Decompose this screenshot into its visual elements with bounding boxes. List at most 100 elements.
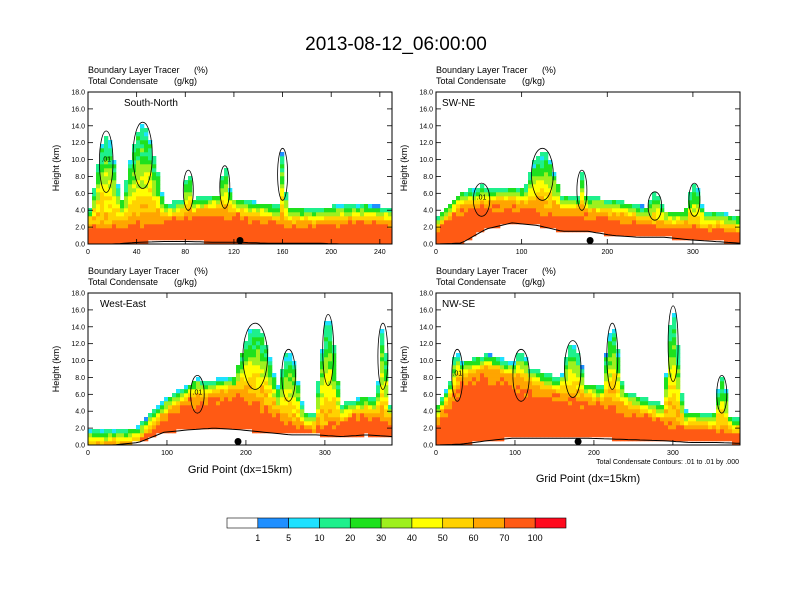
tracer-cell [212,224,217,229]
tracer-cell [192,385,197,390]
tracer-cell [696,224,701,229]
tracer-cell [728,216,733,221]
tracer-cell [668,337,673,342]
tracer-cell [104,172,109,177]
tracer-cell [260,228,265,233]
tracer-cell [700,236,705,241]
tracer-cell [244,373,249,378]
tracer-cell [248,232,253,237]
tracer-cell [104,156,109,161]
tracer-cell [264,228,269,233]
tracer-cell [532,409,537,414]
tracer-cell [472,220,477,225]
tracer-cell [436,437,441,442]
tracer-cell [204,200,209,205]
tracer-cell [332,349,337,354]
tracer-cell [640,413,645,418]
tracer-cell [540,212,545,217]
tracer-cell [236,425,241,430]
tracer-cell [132,429,137,434]
tracer-cell [168,208,173,213]
tracer-cell [580,196,585,201]
tracer-cell [648,208,653,213]
tracer-cell [244,369,249,374]
tracer-cell [328,361,333,366]
tracer-cell [476,421,481,426]
tracer-cell [108,212,113,217]
tracer-cell [512,204,517,209]
tracer-cell [320,373,325,378]
tracer-cell [188,409,193,414]
tracer-cell [288,232,293,237]
tracer-cell [632,401,637,406]
tracer-cell [584,421,589,426]
tracer-cell [464,212,469,217]
tracer-cell [524,405,529,410]
tracer-cell [524,417,529,422]
tracer-cell [600,228,605,233]
tracer-cell [376,405,381,410]
tracer-cell [548,224,553,229]
tracer-cell [528,389,533,394]
tracer-cell [212,236,217,241]
tracer-cell [480,377,485,382]
tracer-cell [532,204,537,209]
tracer-cell [296,228,301,233]
tracer-cell [656,401,661,406]
tracer-cell [276,385,281,390]
tracer-cell [220,192,225,197]
tracer-cell [464,208,469,213]
tracer-cell [528,397,533,402]
tracer-cell [492,357,497,362]
tracer-cell [468,425,473,430]
tracer-cell [176,413,181,418]
tracer-cell [188,236,193,241]
tracer-cell [532,405,537,410]
tracer-cell [492,196,497,201]
tracer-cell [600,413,605,418]
tracer-cell [476,409,481,414]
tracer-cell [468,232,473,237]
tracer-cell [112,180,117,185]
tracer-cell [628,405,633,410]
tracer-cell [104,196,109,201]
tracer-cell [488,385,493,390]
tracer-cell [380,405,385,410]
tracer-cell [184,192,189,197]
tracer-cell [220,196,225,201]
tracer-cell [128,188,133,193]
tracer-cell [568,373,573,378]
tracer-cell [568,409,573,414]
tracer-cell [456,425,461,430]
tracer-cell [620,204,625,209]
tracer-cell [620,200,625,205]
tracer-cell [712,421,717,426]
tracer-cell [388,417,393,422]
tracer-cell [324,212,329,217]
tracer-cell [724,433,729,438]
tracer-cell [552,220,557,225]
tracer-cell [324,405,329,410]
tracer-cell [192,417,197,422]
tracer-cell [672,369,677,374]
tracer-cell [296,236,301,241]
tracer-cell [456,216,461,221]
tracer-cell [656,429,661,434]
tracer-cell [516,365,521,370]
tracer-cell [572,393,577,398]
tracer-cell [272,417,277,422]
tracer-cell [584,212,589,217]
tracer-cell [500,401,505,406]
tracer-cell [492,377,497,382]
tracer-cell [264,216,269,221]
tracer-cell [116,429,121,434]
tracer-cell [460,441,465,446]
tracer-cell [496,397,501,402]
tracer-cell [364,240,369,245]
tracer-cell [648,204,653,209]
tracer-cell [480,405,485,410]
tracer-cell [584,425,589,430]
tracer-cell [628,220,633,225]
tracer-cell [460,232,465,237]
tracer-cell [332,377,337,382]
